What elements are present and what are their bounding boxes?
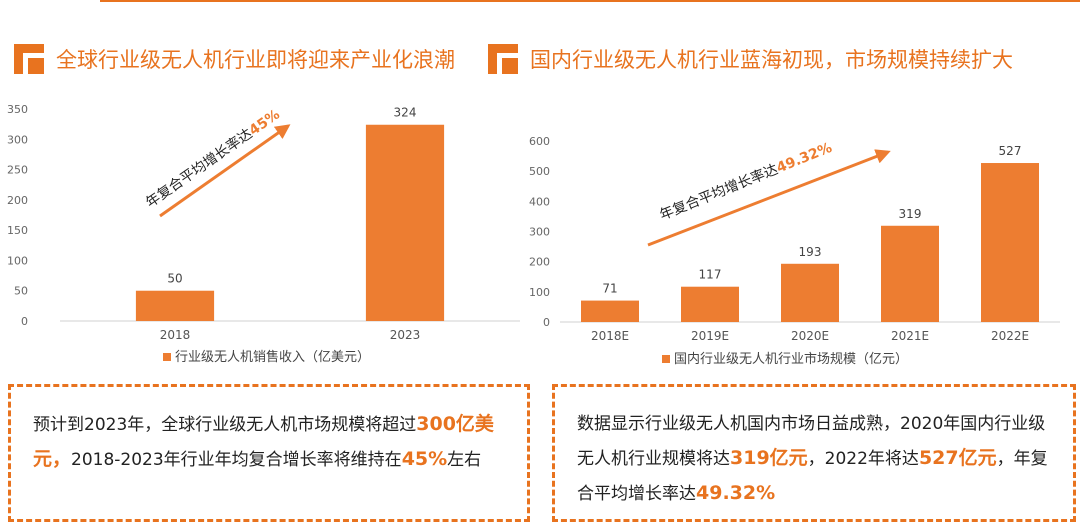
data-label: 117 (699, 268, 722, 282)
left-title-text: 全球行业级无人机行业即将迎来产业化浪潮 (56, 48, 455, 72)
y-tick-label: 250 (7, 164, 28, 177)
legend-label: 行业级无人机销售收入（亿美元） (175, 349, 370, 365)
data-label: 71 (602, 282, 617, 296)
y-tick-label: 100 (7, 254, 28, 267)
summary-highlight: 49.32% (696, 482, 776, 504)
y-tick-label: 500 (529, 165, 550, 178)
summary-highlight: 300亿美元， (33, 413, 494, 470)
data-label: 527 (999, 144, 1022, 158)
summary-text: 2018-2023年行业年均复合增长率将维持在 (71, 450, 402, 470)
y-tick-label: 200 (7, 194, 28, 207)
right-summary-box: 数据显示行业级无人机国内市场日益成熟，2020年国内行业级无人机行业规模将达31… (552, 384, 1076, 522)
x-tick-label: 2023 (390, 328, 421, 342)
data-label: 193 (799, 245, 822, 259)
cagr-annotation: 年复合平均增长率达45% (143, 106, 283, 211)
bar (881, 225, 939, 322)
y-tick-label: 50 (14, 285, 28, 298)
y-tick-label: 200 (529, 256, 550, 269)
y-tick-label: 0 (543, 316, 550, 329)
chart-legend: 行业级无人机销售收入（亿美元） (163, 349, 370, 365)
title-bracket-icon (14, 44, 46, 74)
y-tick-label: 100 (529, 286, 550, 299)
bar (681, 286, 739, 322)
summary-highlight: 319亿元 (730, 447, 808, 469)
y-tick-label: 0 (21, 315, 28, 328)
y-tick-label: 300 (529, 226, 550, 239)
left-panel-title: 全球行业级无人机行业即将迎来产业化浪潮 (14, 44, 455, 74)
legend-label: 国内行业级无人机行业市场规模（亿元） (674, 351, 908, 367)
summary-highlight: 527亿元 (918, 447, 997, 469)
x-tick-label: 2018 (160, 328, 191, 342)
y-tick-label: 150 (7, 224, 28, 237)
data-label: 319 (899, 207, 922, 221)
left-summary-box: 预计到2023年，全球行业级无人机市场规模将超过300亿美元，2018-2023… (8, 384, 530, 522)
bar (581, 300, 639, 322)
x-tick-label: 2022E (991, 329, 1029, 343)
growth-arrow (647, 149, 891, 247)
x-tick-label: 2021E (891, 329, 929, 343)
x-tick-label: 2018E (591, 329, 629, 343)
bar (365, 124, 445, 322)
legend-swatch (662, 355, 670, 363)
title-bracket-icon (488, 44, 520, 74)
bar (781, 263, 839, 322)
summary-text: 左右 (447, 450, 482, 470)
right-title-text: 国内行业级无人机行业蓝海初现，市场规模持续扩大 (530, 48, 1013, 72)
summary-text: ，年复合平均增长率达 (577, 449, 1048, 504)
cagr-annotation: 年复合平均增长率达49.32% (657, 139, 834, 224)
domestic-market-chart: 0 100 200 300 400 500 600 71 2018E 117 2019E 193 20… (529, 135, 1060, 367)
y-tick-label: 300 (7, 133, 28, 146)
x-tick-label: 2020E (791, 329, 829, 343)
global-revenue-chart: 0 50 100 150 200 250 300 350 50 2018 324 2023 年复合平… (7, 103, 520, 365)
x-tick-label: 2019E (691, 329, 729, 343)
growth-arrow (159, 124, 291, 218)
summary-highlight: 45% (401, 448, 448, 470)
right-panel-title: 国内行业级无人机行业蓝海初现，市场规模持续扩大 (488, 44, 1013, 74)
top-accent-line (100, 0, 1080, 2)
bar (135, 290, 215, 321)
y-tick-label: 600 (529, 135, 550, 148)
y-tick-label: 350 (7, 103, 28, 116)
summary-text: 数据显示行业级无人机国内市场日益成熟，2020年国内行业级无人机行业规模将达 (577, 414, 1046, 469)
data-label: 324 (394, 106, 417, 120)
bar (981, 163, 1039, 322)
summary-text: ，2022年将达 (807, 449, 919, 469)
legend-swatch (163, 353, 171, 361)
data-label: 50 (167, 272, 182, 286)
chart-legend: 国内行业级无人机行业市场规模（亿元） (662, 351, 908, 367)
summary-text: 预计到2023年，全球行业级无人机市场规模将超过 (33, 415, 417, 435)
y-tick-label: 400 (529, 195, 550, 208)
